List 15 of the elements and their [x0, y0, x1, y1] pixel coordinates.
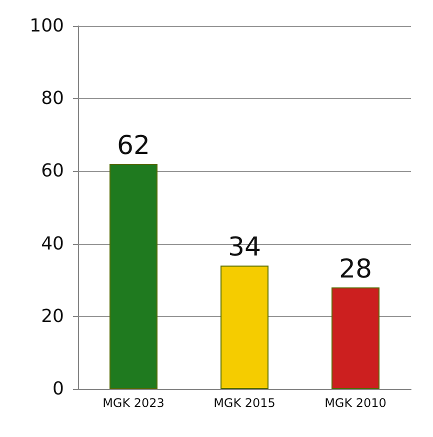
y-tick-label: 100: [30, 16, 64, 36]
y-tick-label: 40: [41, 233, 64, 254]
data-label: 34: [228, 232, 262, 263]
bar: [110, 164, 158, 389]
x-tick-label: MGK 2010: [324, 396, 386, 410]
data-label: 62: [116, 130, 150, 161]
y-tick-label: 0: [52, 378, 64, 400]
y-tick-label: 20: [41, 306, 64, 327]
x-tick-label: MGK 2015: [214, 396, 276, 410]
y-tick-label: 60: [41, 160, 64, 182]
bar: [220, 266, 268, 389]
bar: [332, 287, 380, 389]
data-label: 28: [338, 254, 372, 284]
x-tick-label: MGK 2023: [102, 396, 164, 410]
y-tick-label: 80: [41, 88, 64, 110]
